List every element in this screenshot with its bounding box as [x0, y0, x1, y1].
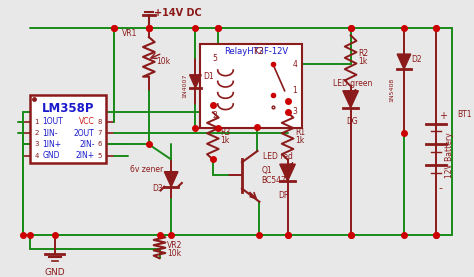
Text: 1k: 1k	[220, 136, 230, 145]
Text: 2IN-: 2IN-	[79, 140, 94, 149]
Text: D2: D2	[412, 55, 422, 64]
Text: 6v zener: 6v zener	[130, 165, 164, 174]
Bar	[30, 96, 106, 163]
Text: VCC: VCC	[79, 117, 94, 126]
Text: 12V Battery: 12V Battery	[445, 132, 454, 178]
Text: 7: 7	[98, 130, 102, 136]
Text: BC547: BC547	[261, 176, 286, 185]
Text: BT1: BT1	[457, 110, 472, 119]
Text: 3: 3	[292, 107, 297, 116]
Text: 8: 8	[98, 119, 102, 125]
Text: GND: GND	[45, 268, 65, 277]
Text: 10k: 10k	[167, 249, 182, 258]
Text: 10k: 10k	[156, 57, 171, 66]
Text: K2: K2	[253, 47, 264, 56]
Text: Q1: Q1	[261, 166, 272, 175]
Bar	[200, 44, 302, 129]
Text: 1IN-: 1IN-	[42, 129, 58, 138]
Text: 1IN+: 1IN+	[42, 140, 61, 149]
Polygon shape	[280, 164, 295, 181]
Text: 2: 2	[212, 111, 217, 120]
Text: D3: D3	[152, 184, 163, 193]
Polygon shape	[397, 54, 411, 69]
Text: 3: 3	[35, 141, 39, 147]
Text: 6: 6	[98, 141, 102, 147]
Text: VR1: VR1	[122, 29, 137, 38]
Text: 1k: 1k	[358, 57, 368, 66]
Text: R2: R2	[358, 49, 368, 58]
Text: GND: GND	[42, 151, 60, 160]
Text: 1: 1	[35, 119, 39, 125]
Text: +14V DC: +14V DC	[154, 8, 201, 18]
Text: 4: 4	[292, 60, 297, 69]
Text: LED green: LED green	[333, 79, 373, 88]
Text: RelayHT3F-12V: RelayHT3F-12V	[224, 47, 288, 56]
Text: 5: 5	[98, 153, 102, 159]
Text: D1: D1	[203, 72, 214, 81]
Text: -: -	[439, 183, 443, 193]
Text: LM358P: LM358P	[42, 102, 95, 115]
Text: 2IN+: 2IN+	[75, 151, 94, 160]
Text: 1N5408: 1N5408	[390, 78, 395, 102]
Text: 1OUT: 1OUT	[42, 117, 63, 126]
Text: LED red: LED red	[264, 152, 293, 161]
Text: 1N4007: 1N4007	[182, 74, 187, 98]
Text: 4: 4	[35, 153, 39, 159]
Polygon shape	[343, 91, 358, 108]
Text: 2: 2	[35, 130, 39, 136]
Text: R3: R3	[220, 128, 231, 137]
Text: 1k: 1k	[295, 136, 305, 145]
Text: 5: 5	[212, 54, 217, 63]
Text: 2OUT: 2OUT	[74, 129, 94, 138]
Text: +: +	[439, 111, 447, 121]
Text: DR: DR	[278, 191, 289, 200]
Text: DG: DG	[347, 117, 358, 126]
Polygon shape	[190, 75, 201, 88]
Polygon shape	[164, 172, 178, 187]
Text: 1: 1	[292, 86, 297, 95]
Text: R1: R1	[295, 128, 305, 137]
Text: VR2: VR2	[167, 242, 182, 250]
